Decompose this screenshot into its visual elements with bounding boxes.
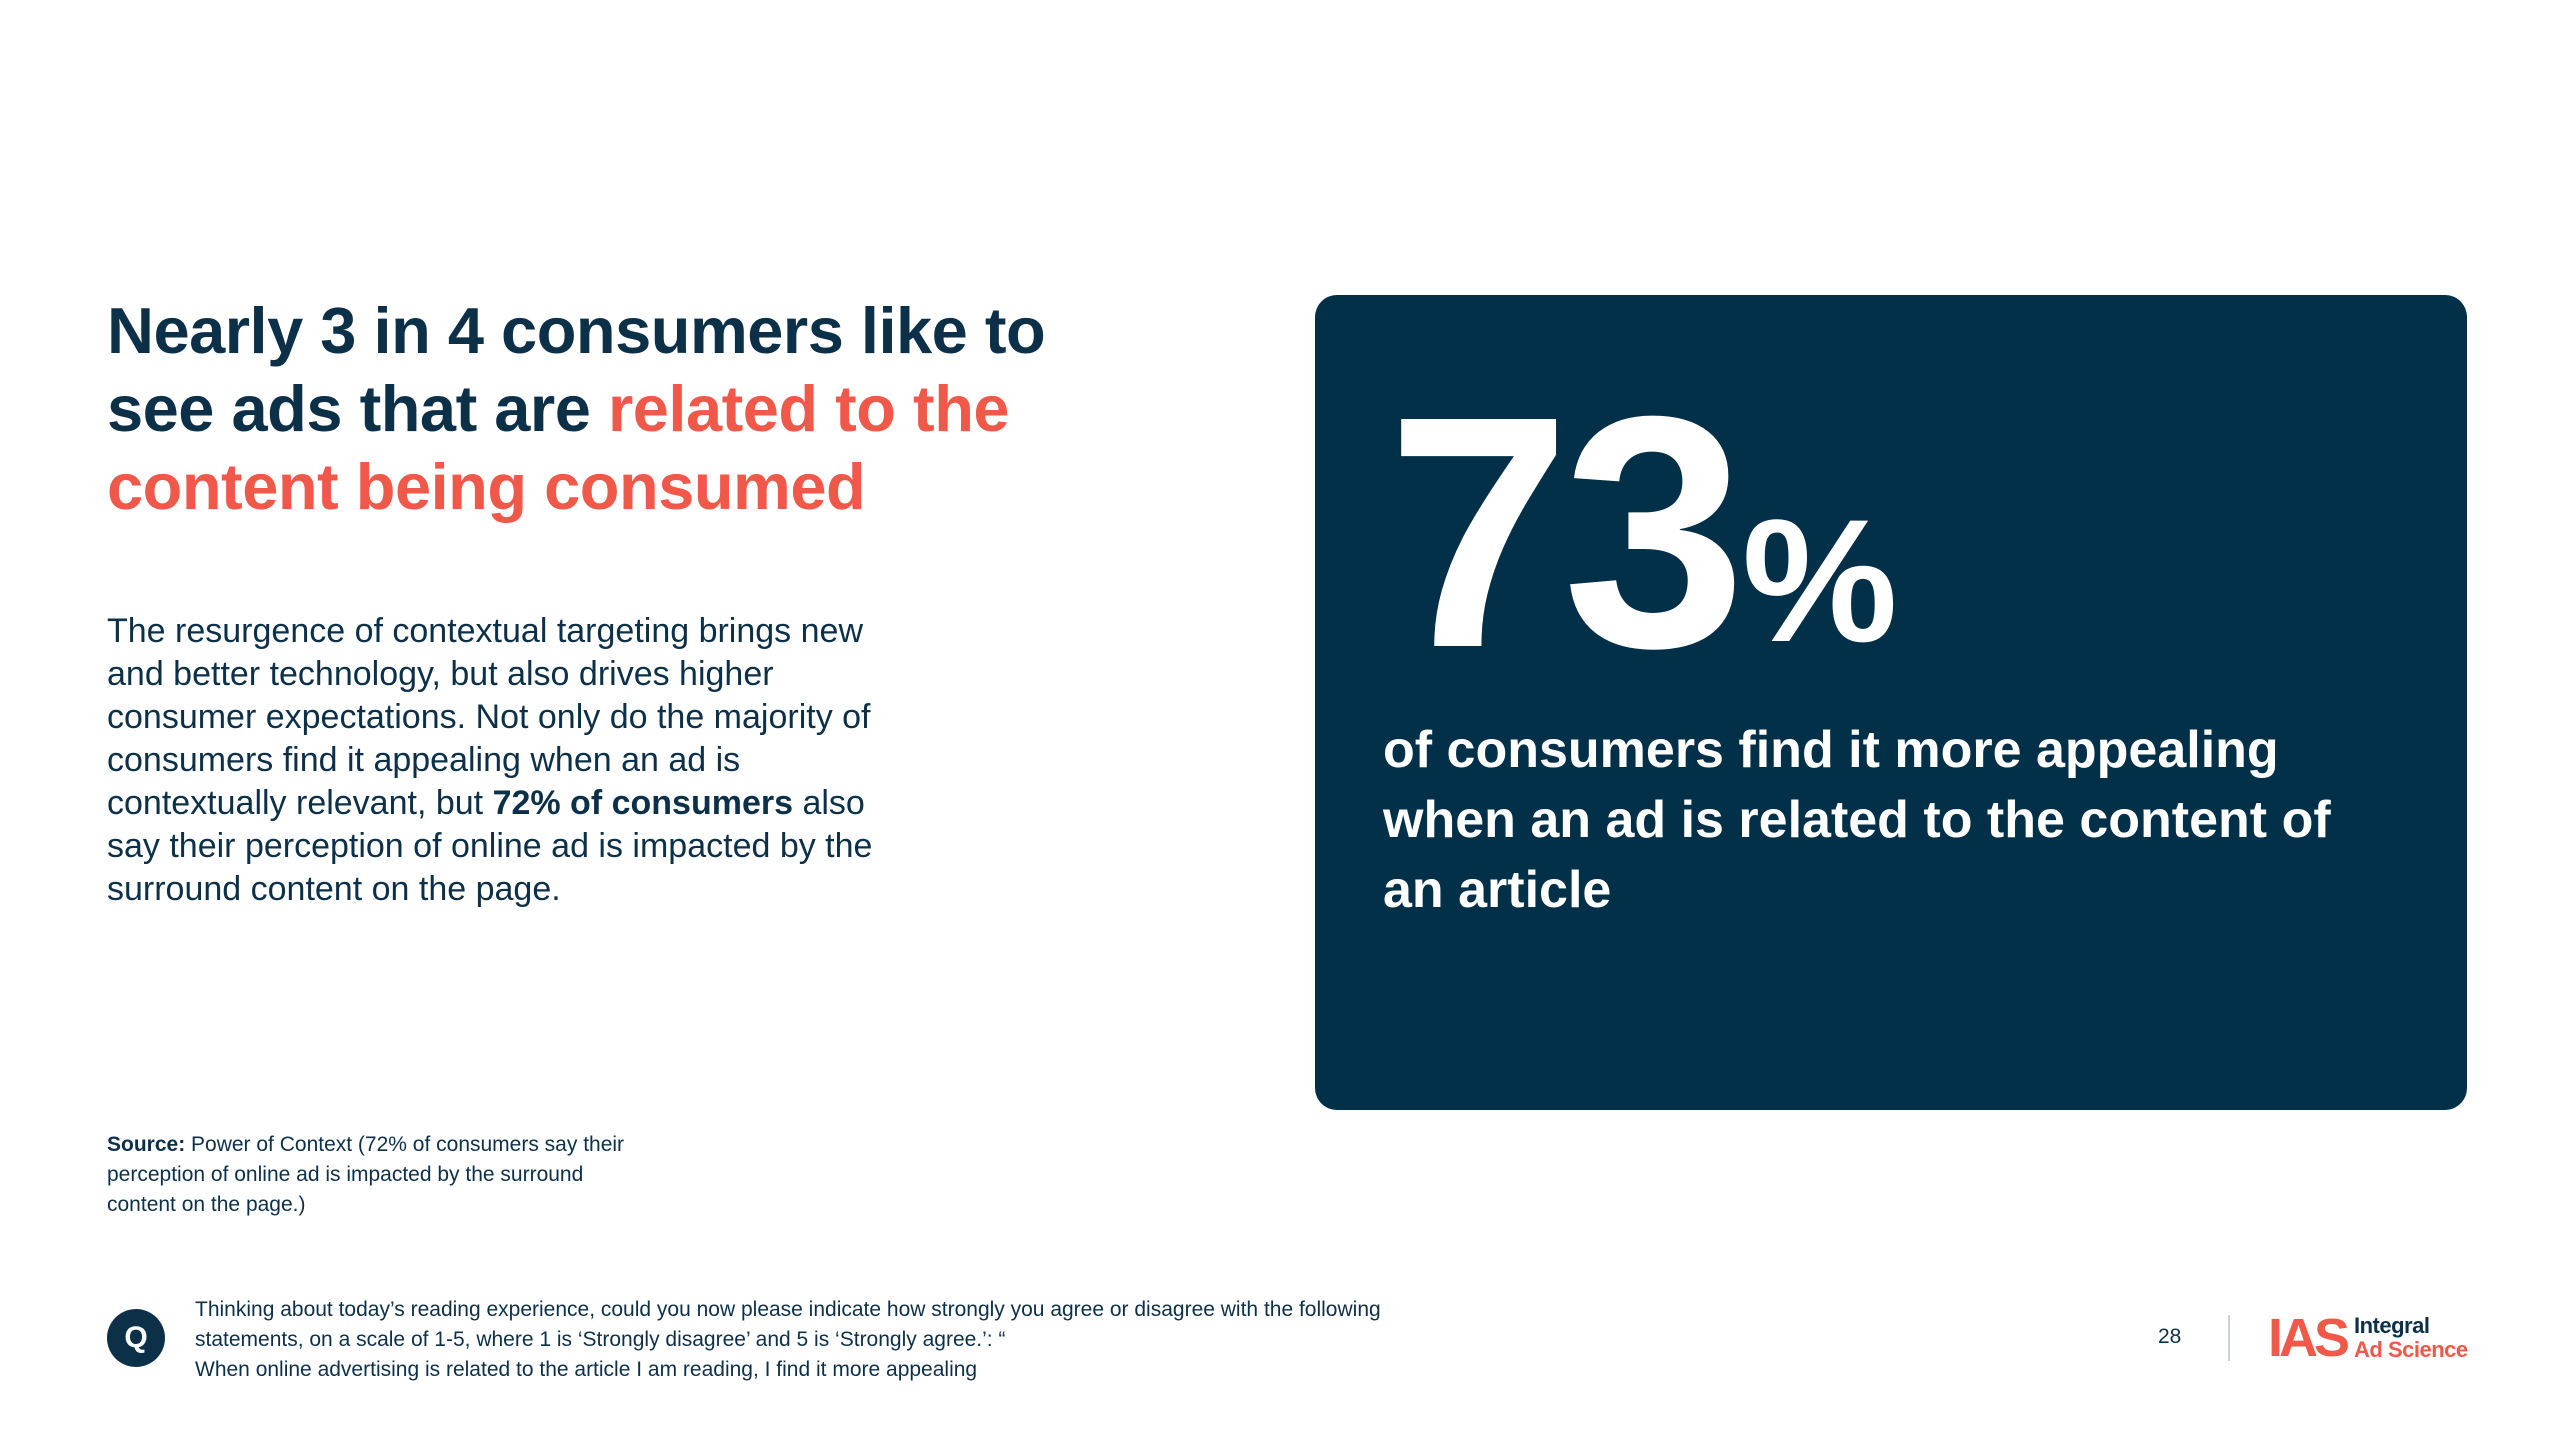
logo-word-ad-science: Ad Science xyxy=(2354,1337,2468,1362)
question-line-3: When online advertising is related to th… xyxy=(195,1358,978,1381)
headline-highlight: related to the content being consumed xyxy=(107,372,1010,523)
stat-card: 73% of consumers find it more appealing … xyxy=(1315,295,2467,1110)
logo-wordmark: Integral Ad Science xyxy=(2354,1314,2468,1362)
stat-description: of consumers find it more appealing when… xyxy=(1383,721,2331,919)
source-label: Source: xyxy=(107,1133,186,1156)
logo-word-integral: Integral xyxy=(2354,1313,2430,1338)
headline-main: Nearly 3 in 4 consumers like to see ads … xyxy=(107,294,1046,445)
stat-figure: 73% xyxy=(1387,367,1898,697)
page-number: 28 xyxy=(2158,1325,2182,1348)
source-text: Power of Context (72% of consumers say t… xyxy=(107,1133,625,1216)
body-text-part-1: The resurgence of contextual targeting b… xyxy=(107,612,871,822)
survey-question: Q Thinking about today’s reading experie… xyxy=(107,1295,1557,1385)
stat-number: 73 xyxy=(1387,347,1746,716)
body-text-part-2: also say their perception of online ad i… xyxy=(107,784,873,908)
body-highlight: 72% of consumers xyxy=(492,784,794,822)
body-paragraph: The resurgence of contextual targeting b… xyxy=(107,610,907,911)
question-text: Thinking about today’s reading experienc… xyxy=(195,1295,1595,1385)
question-line-2: statements, on a scale of 1-5, where 1 i… xyxy=(195,1328,1006,1351)
page-headline: Nearly 3 in 4 consumers like to see ads … xyxy=(107,292,1107,526)
question-line-1: Thinking about today’s reading experienc… xyxy=(195,1298,1381,1321)
source-note: Source: Power of Context (72% of consume… xyxy=(107,1130,627,1220)
question-badge-icon: Q xyxy=(107,1309,165,1367)
stat-unit: % xyxy=(1742,484,1898,679)
ias-logo: IAS Integral Ad Science xyxy=(2268,1310,2478,1366)
logo-mark: IAS xyxy=(2268,1308,2350,1368)
footer-divider xyxy=(2228,1315,2230,1361)
